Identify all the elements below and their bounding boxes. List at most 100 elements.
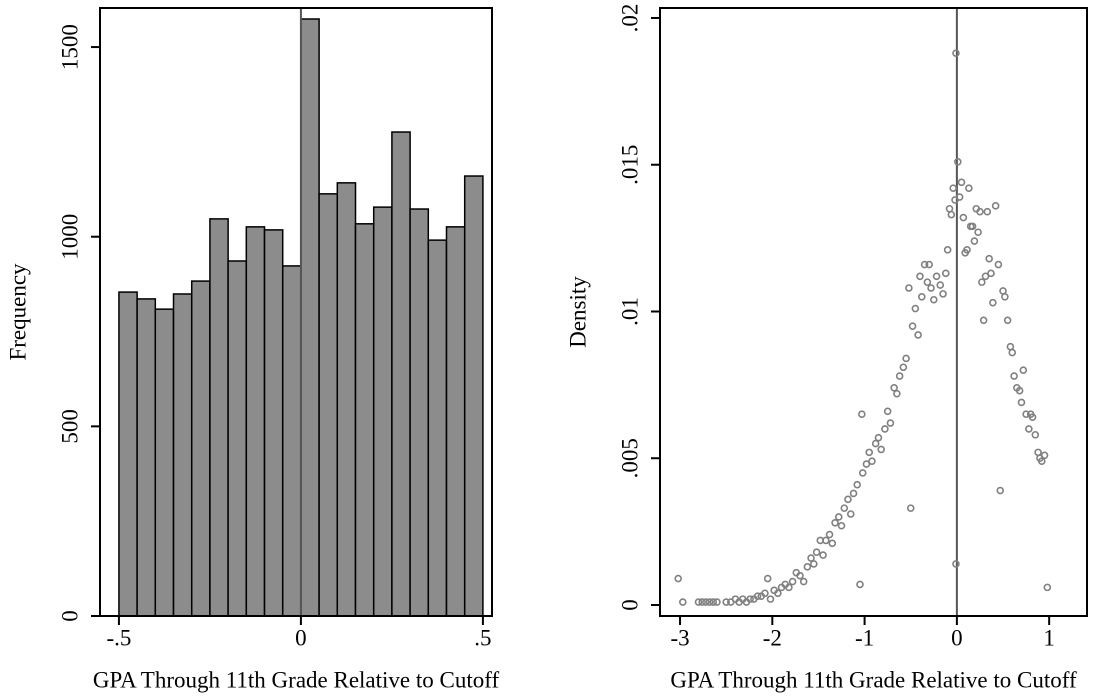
point — [874, 433, 883, 442]
x-tick-label: 1 — [1043, 625, 1055, 650]
point — [844, 495, 852, 504]
y-tick-label: 0 — [57, 610, 82, 622]
point — [865, 448, 874, 457]
point — [834, 513, 843, 521]
x-tick-label: .5 — [474, 625, 491, 650]
point — [831, 519, 839, 527]
point — [936, 281, 945, 289]
point — [947, 210, 956, 219]
point — [846, 510, 855, 518]
point — [957, 178, 966, 187]
y-tick-label: 1500 — [57, 24, 82, 70]
bar — [227, 260, 248, 617]
point — [968, 222, 977, 231]
point — [796, 571, 804, 580]
point — [930, 295, 938, 304]
point — [1040, 451, 1049, 460]
point — [698, 598, 706, 606]
point — [713, 598, 721, 606]
point — [883, 407, 892, 416]
point — [942, 269, 950, 278]
point — [1022, 410, 1030, 419]
point — [702, 598, 710, 606]
bar — [118, 291, 138, 617]
bar — [245, 226, 266, 617]
x-tick-label: -3 — [670, 625, 689, 650]
point — [871, 439, 880, 448]
point — [799, 577, 808, 586]
point — [877, 445, 886, 454]
bar — [336, 182, 357, 617]
point — [977, 278, 986, 286]
y-tick-label: 0 — [617, 599, 642, 611]
point — [1019, 366, 1028, 374]
point — [952, 49, 960, 58]
point — [1015, 386, 1024, 395]
point — [858, 469, 867, 477]
point — [927, 284, 935, 292]
point — [803, 563, 812, 571]
point — [952, 560, 960, 568]
x-axis-title: GPA Through 11th Grade Relative to Cutof… — [670, 667, 1077, 692]
point — [1031, 430, 1040, 439]
point — [1008, 348, 1017, 357]
bar — [281, 265, 302, 617]
point — [862, 460, 871, 468]
point — [819, 551, 827, 559]
point — [722, 598, 730, 606]
point — [774, 589, 782, 598]
point — [1043, 583, 1052, 592]
point — [856, 580, 864, 589]
point — [916, 272, 924, 281]
point — [989, 298, 997, 307]
point — [858, 410, 866, 419]
bar — [445, 226, 466, 617]
point — [906, 504, 915, 512]
point — [709, 598, 718, 606]
point — [991, 202, 1000, 210]
bar — [172, 293, 193, 617]
point — [923, 278, 932, 286]
point — [761, 589, 769, 598]
point — [753, 592, 762, 600]
point — [902, 354, 910, 363]
point — [955, 193, 964, 201]
plot-frame — [659, 7, 1088, 617]
bar — [318, 193, 339, 617]
point — [920, 260, 929, 269]
point — [911, 304, 920, 313]
x-tick-label: 0 — [295, 625, 307, 650]
bar — [427, 239, 448, 617]
point — [812, 548, 821, 556]
point — [908, 322, 917, 330]
point — [943, 246, 952, 254]
bar — [372, 206, 393, 617]
y-axis-title: Density — [565, 276, 590, 348]
point — [959, 213, 968, 222]
bar — [136, 298, 157, 617]
point — [974, 228, 982, 237]
point — [1003, 316, 1012, 325]
point — [925, 260, 933, 269]
bar — [354, 223, 375, 617]
point — [905, 284, 913, 292]
point — [954, 157, 962, 166]
y-tick-label: 1000 — [57, 214, 82, 260]
point — [840, 504, 849, 512]
point — [1037, 457, 1046, 465]
point — [949, 184, 957, 193]
point — [890, 383, 898, 392]
point — [983, 207, 992, 216]
y-tick-label: .005 — [617, 438, 642, 478]
point — [918, 293, 926, 301]
x-tick-label: -2 — [763, 625, 782, 650]
point — [788, 577, 797, 586]
point — [987, 269, 995, 278]
point — [979, 316, 988, 325]
point — [1028, 413, 1037, 421]
bar — [391, 131, 411, 617]
x-tick-label: 0 — [951, 625, 963, 650]
y-tick-label: .015 — [617, 145, 642, 185]
point — [881, 425, 889, 433]
